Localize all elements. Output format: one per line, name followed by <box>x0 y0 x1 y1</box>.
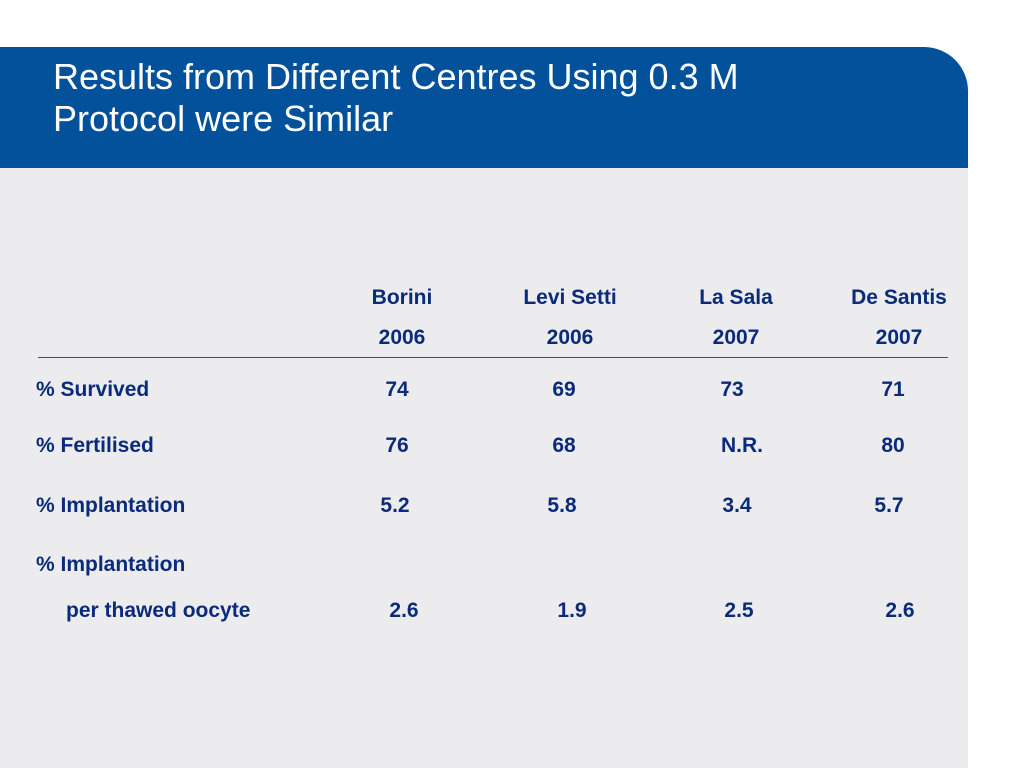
column-header-la-sala: La Sala 2007 <box>656 278 816 358</box>
column-year: 2007 <box>875 326 923 349</box>
row-label-main: % Implantation <box>36 553 186 576</box>
table-cell: 73 <box>720 378 744 401</box>
table-cell: 71 <box>881 378 905 401</box>
title-banner <box>0 47 968 168</box>
slide-title: Results from Different Centres Using 0.3… <box>53 56 933 140</box>
header-divider <box>38 357 948 358</box>
column-name: Borini <box>371 286 433 309</box>
table-cell: 3.4 <box>722 494 752 517</box>
table-cell: 1.9 <box>557 599 587 622</box>
table-cell: 74 <box>385 378 409 401</box>
column-header-levi-setti: Levi Setti 2006 <box>490 278 650 358</box>
table-cell: 80 <box>881 434 905 457</box>
title-line-1: Results from Different Centres Using 0.3… <box>53 56 739 97</box>
row-label-fertilised: % Fertilised <box>36 434 154 457</box>
table-cell: 2.6 <box>885 599 915 622</box>
table-cell: 68 <box>552 434 576 457</box>
table-cell: 5.7 <box>874 494 904 517</box>
title-line-2: Protocol were Similar <box>53 98 394 139</box>
content-background <box>0 168 968 768</box>
row-label-implantation-per-oocyte: % Implantation per thawed oocyte <box>36 553 250 623</box>
table-cell: N.R. <box>721 434 763 457</box>
row-label-sub: per thawed oocyte <box>66 599 251 622</box>
row-label-survived: % Survived <box>36 378 150 401</box>
table-cell: 5.2 <box>380 494 410 517</box>
column-year: 2006 <box>546 326 594 349</box>
column-year: 2007 <box>712 326 760 349</box>
column-header-de-santis: De Santis 2007 <box>819 278 979 358</box>
column-name: De Santis <box>851 286 947 309</box>
table-cell: 2.6 <box>389 599 419 622</box>
row-label-implantation: % Implantation <box>36 494 186 517</box>
table-cell: 76 <box>385 434 409 457</box>
column-year: 2006 <box>378 326 426 349</box>
column-name: Levi Setti <box>523 286 617 309</box>
table-cell: 69 <box>552 378 576 401</box>
table-cell: 2.5 <box>724 599 754 622</box>
column-name: La Sala <box>699 286 773 309</box>
table-cell: 5.8 <box>547 494 577 517</box>
column-header-borini: Borini 2006 <box>322 278 482 358</box>
